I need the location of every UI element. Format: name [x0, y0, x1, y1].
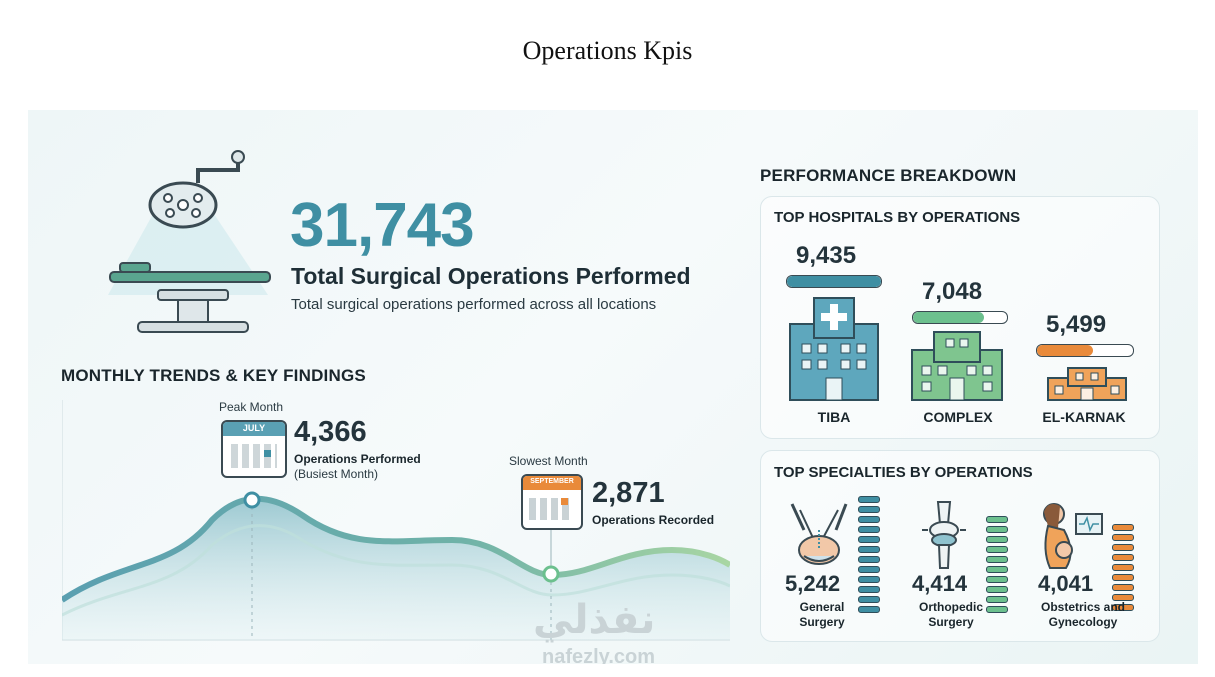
peak-desc: Operations Performed: [294, 452, 421, 466]
specialty-bar-stack: [858, 496, 880, 616]
hospital-bar: [786, 275, 882, 288]
pregnant-woman-icon: [1043, 503, 1103, 569]
specialty-value: 5,242: [785, 571, 841, 596]
page-title: Operations Kpis: [522, 36, 693, 65]
specialty-value: 4,041: [1038, 571, 1094, 596]
peak-value: 4,366: [294, 416, 367, 448]
hospital-name: TIBA: [817, 409, 851, 425]
hospital-name: EL-KARNAK: [1042, 409, 1126, 425]
specialty-value: 4,414: [912, 571, 968, 596]
watermark-arabic: نفذلي: [533, 597, 656, 643]
bone-joint-icon: [922, 501, 966, 569]
slowest-desc: Operations Recorded: [592, 513, 715, 527]
specialty-bar-stack: [1112, 524, 1134, 614]
top-specialties-title: TOP SPECIALTIES BY OPERATIONS: [774, 464, 1033, 481]
total-operations-value: 31,743: [290, 191, 475, 260]
slowest-month-name: SEPTEMBER: [530, 478, 574, 485]
calendar-icon: SEPTEMBER: [521, 474, 587, 530]
hospital-bar: [1036, 344, 1134, 357]
peak-month-label: Peak Month: [219, 400, 284, 414]
specialty-bar-stack: [986, 516, 1008, 616]
slowest-marker: [542, 565, 560, 583]
hospital-value: 5,499: [1046, 311, 1107, 338]
peak-marker: [243, 491, 261, 509]
hero-subtitle: Total surgical operations performed acro…: [291, 296, 657, 313]
hospital-value: 9,435: [796, 242, 857, 269]
calendar-icon: JULY: [221, 420, 287, 478]
slowest-value: 2,871: [592, 477, 665, 509]
hospital-building-icon: [1047, 367, 1127, 401]
hospital-bar: [912, 311, 1008, 324]
hospital-building-icon: [911, 331, 1003, 401]
surgical-table-icon: [108, 150, 271, 333]
peak-month-name: JULY: [242, 423, 266, 433]
hero-title: Total Surgical Operations Performed: [291, 263, 691, 289]
trend-area-chart: [62, 400, 730, 641]
hospital-value: 7,048: [922, 278, 983, 305]
watermark-latin: nafezly.com: [542, 646, 655, 664]
slowest-month-label: Slowest Month: [509, 454, 588, 468]
infographic-card: 31,743 Total Surgical Operations Perform…: [28, 110, 1198, 664]
hospital-name: COMPLEX: [923, 409, 993, 425]
hospital-building-icon: [789, 297, 879, 401]
top-hospitals-title: TOP HOSPITALS BY OPERATIONS: [774, 209, 1021, 226]
specialty-name: Orthopedic Surgery: [918, 600, 983, 629]
specialty-name: General Surgery: [799, 600, 845, 629]
general-surgery-icon: [790, 503, 848, 565]
monthly-trends-title: MONTHLY TRENDS & KEY FINDINGS: [61, 366, 366, 385]
performance-breakdown-title: PERFORMANCE BREAKDOWN: [760, 166, 1017, 185]
peak-note: (Busiest Month): [294, 467, 379, 481]
specialty-name: Obstetrics and Gynecology: [1040, 600, 1126, 629]
